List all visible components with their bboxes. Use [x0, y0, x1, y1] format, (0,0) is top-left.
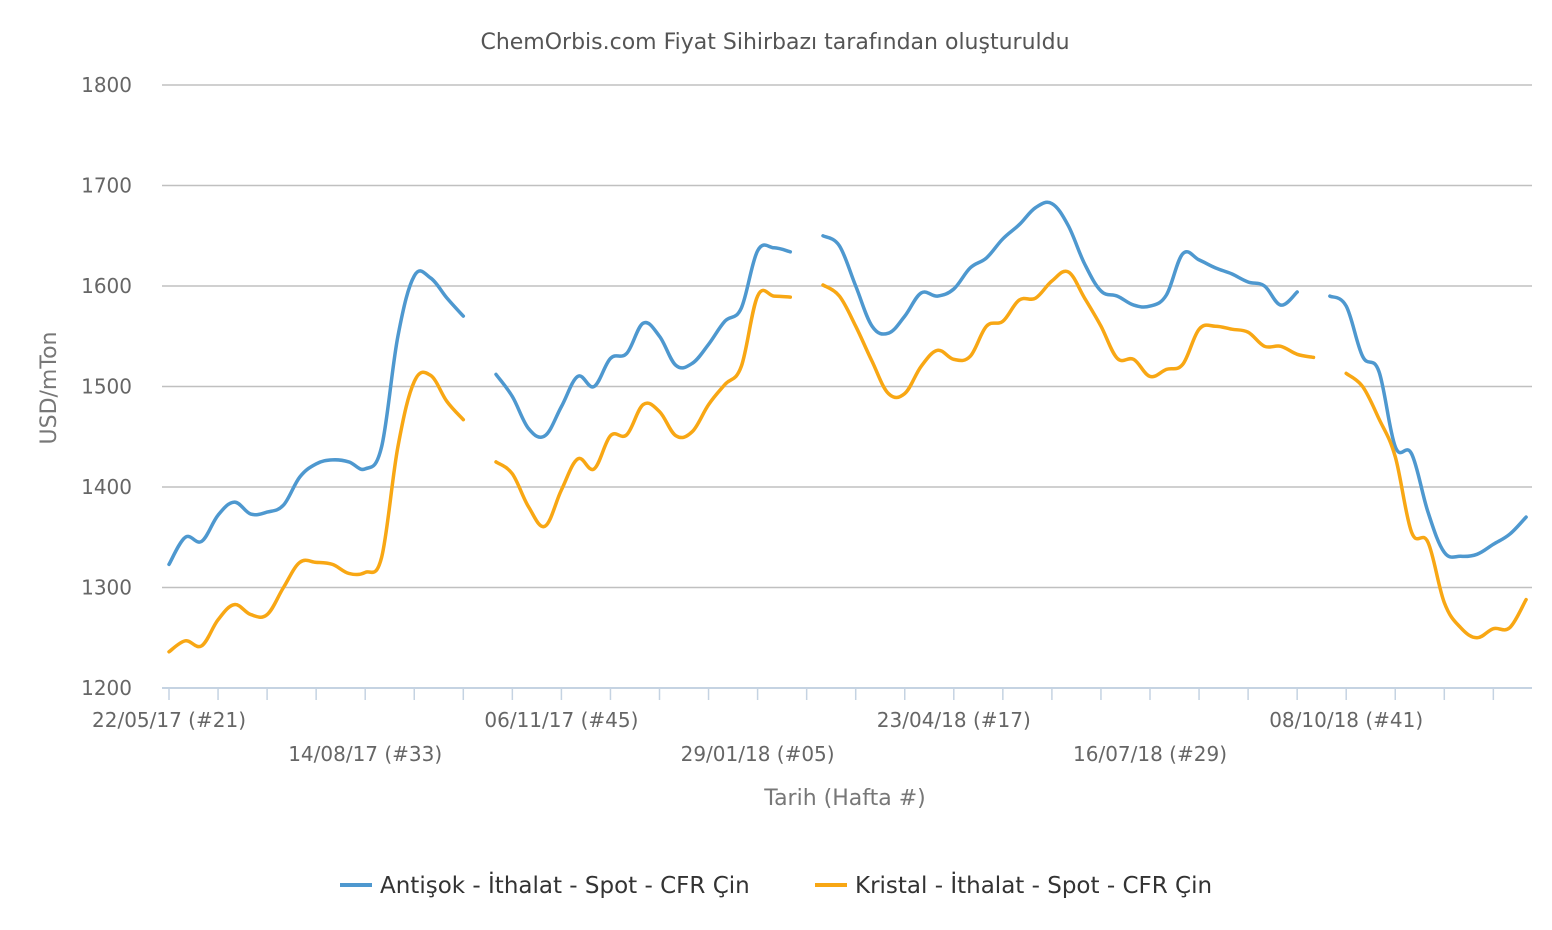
y-axis-ticks: 1200 1300 1400 1500 1600 1700 1800: [81, 73, 132, 700]
series-line-segment: [167, 269, 466, 567]
x-tick-label: 08/10/18 (#41): [1269, 708, 1423, 732]
grid-lines: [162, 84, 1532, 589]
x-axis-label: Tarih (Hafta #): [763, 786, 925, 811]
x-tick-label: 16/07/18 (#29): [1073, 742, 1227, 766]
y-tick-label: 1500: [81, 375, 132, 399]
y-tick-label: 1300: [81, 576, 132, 600]
x-tick-label: 23/04/18 (#17): [877, 708, 1031, 732]
legend-label-antisok: Antişok - İthalat - Spot - CFR Çin: [380, 871, 750, 899]
series-line-segment: [821, 269, 1316, 400]
x-axis: 22/05/17 (#21) 14/08/17 (#33) 06/11/17 (#4…: [92, 687, 1532, 766]
series-line-segment: [494, 243, 793, 440]
series-line-segment: [821, 200, 1299, 336]
y-tick-label: 1200: [81, 676, 132, 700]
y-tick-label: 1400: [81, 475, 132, 499]
series-antisok: [167, 200, 1528, 567]
series-line-segment: [1328, 294, 1528, 559]
series-line-segment: [167, 370, 466, 654]
legend-item-kristal[interactable]: Kristal - İthalat - Spot - CFR Çin: [815, 871, 1212, 899]
y-tick-label: 1800: [81, 73, 132, 97]
chart-title: ChemOrbis.com Fiyat Sihirbazı tarafından…: [480, 30, 1069, 55]
series-line-segment: [1344, 371, 1528, 640]
y-axis-label: USD/mTon: [37, 332, 62, 445]
series-kristal: [167, 269, 1528, 654]
series-lines: [167, 200, 1528, 654]
y-tick-label: 1600: [81, 274, 132, 298]
x-tick-label: 29/01/18 (#05): [681, 742, 835, 766]
x-tick-label: 14/08/17 (#33): [288, 742, 442, 766]
series-line-segment: [494, 288, 793, 529]
legend-label-kristal: Kristal - İthalat - Spot - CFR Çin: [855, 871, 1212, 899]
y-tick-label: 1700: [81, 174, 132, 198]
legend: Antişok - İthalat - Spot - CFR Çin Krist…: [340, 871, 1212, 899]
x-tick-label: 06/11/17 (#45): [484, 708, 638, 732]
x-tick-label: 22/05/17 (#21): [92, 708, 246, 732]
legend-item-antisok[interactable]: Antişok - İthalat - Spot - CFR Çin: [340, 871, 750, 899]
